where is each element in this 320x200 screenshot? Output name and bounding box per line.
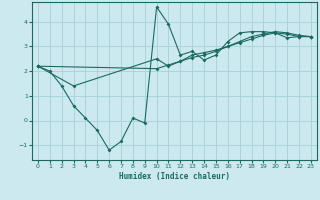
X-axis label: Humidex (Indice chaleur): Humidex (Indice chaleur) <box>119 172 230 181</box>
